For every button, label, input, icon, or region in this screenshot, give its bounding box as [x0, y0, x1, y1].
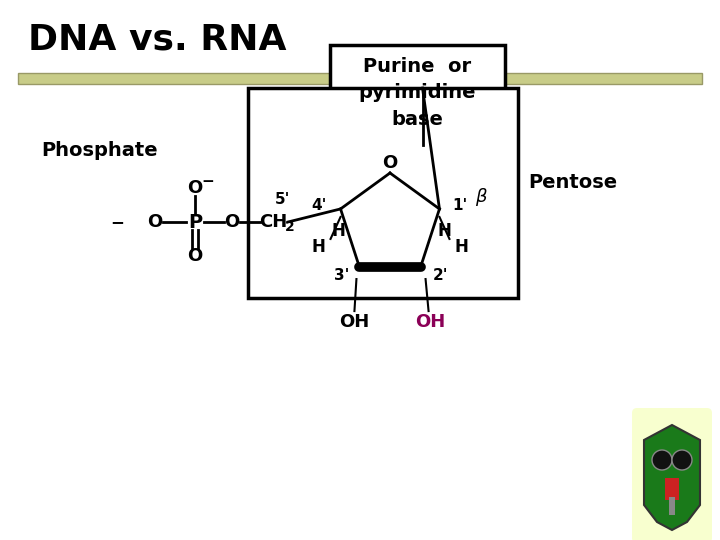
Text: Phosphate: Phosphate	[42, 140, 158, 159]
Text: H: H	[438, 222, 451, 240]
Text: $\beta$: $\beta$	[475, 186, 488, 208]
Text: P: P	[188, 213, 202, 232]
Text: 2': 2'	[433, 267, 449, 282]
FancyBboxPatch shape	[632, 408, 712, 540]
Text: O: O	[382, 154, 397, 172]
Text: 4': 4'	[311, 198, 326, 213]
Text: 2: 2	[285, 220, 295, 234]
Text: H: H	[332, 222, 346, 240]
Bar	[669, 497, 675, 515]
Text: 5': 5'	[275, 192, 291, 207]
Text: −: −	[202, 173, 215, 188]
Bar	[330, 45, 505, 145]
Text: H: H	[312, 238, 325, 256]
Text: −: −	[110, 213, 124, 231]
Text: OH: OH	[415, 313, 446, 331]
Text: DNA vs. RNA: DNA vs. RNA	[28, 23, 287, 57]
Text: 1': 1'	[452, 198, 467, 213]
Text: 3': 3'	[334, 267, 349, 282]
Text: O: O	[225, 213, 240, 231]
Circle shape	[652, 450, 672, 470]
Bar	[18, 73, 702, 84]
Text: O: O	[187, 179, 202, 197]
Polygon shape	[644, 425, 700, 530]
Bar	[665, 478, 679, 500]
Text: O: O	[187, 247, 202, 265]
Text: H: H	[454, 238, 469, 256]
Text: OH: OH	[339, 313, 369, 331]
Circle shape	[672, 450, 692, 470]
Bar	[248, 88, 518, 298]
Text: Pentose: Pentose	[528, 173, 617, 192]
Text: CH: CH	[259, 213, 287, 231]
Text: Purine  or
pyrimidine
base: Purine or pyrimidine base	[359, 57, 476, 129]
Text: O: O	[148, 213, 163, 231]
